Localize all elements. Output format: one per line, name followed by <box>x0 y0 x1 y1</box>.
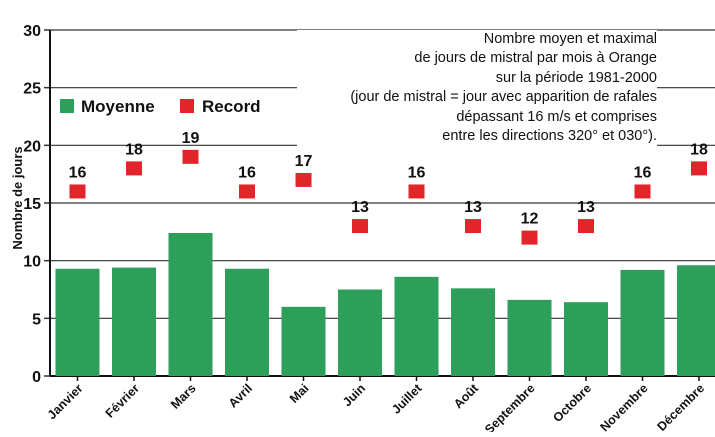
legend-label-moyenne: Moyenne <box>81 97 155 116</box>
record-value-label: 13 <box>464 199 482 216</box>
bar-moyenne <box>225 268 269 376</box>
y-tick-label: 15 <box>23 196 41 213</box>
bar-moyenne <box>620 269 665 376</box>
chart-note: Nombre moyen et maximal de jours de mist… <box>297 30 657 147</box>
record-value-label: 18 <box>125 141 143 158</box>
record-value-label: 16 <box>69 164 87 181</box>
legend-swatch-record <box>180 99 194 113</box>
record-value-label: 16 <box>634 164 652 181</box>
x-tick-label: Juillet <box>389 381 425 417</box>
legend-swatch-moyenne <box>60 99 74 113</box>
bar-moyenne <box>112 267 156 376</box>
x-tick-label: Janvier <box>45 381 86 422</box>
marker-record <box>69 184 86 199</box>
note-line: entre les directions 320° et 030°). <box>442 128 657 145</box>
x-tick-label: Mai <box>287 381 312 406</box>
x-tick-label: Novembre <box>597 381 650 432</box>
marker-record <box>691 161 707 176</box>
bar-moyenne <box>338 289 382 376</box>
x-tick-label: Juin <box>340 381 368 409</box>
bar-moyenne <box>55 268 100 376</box>
marker-record <box>126 161 142 176</box>
marker-record <box>634 184 651 199</box>
legend-label-record: Record <box>202 97 261 116</box>
record-value-label: 16 <box>238 164 256 181</box>
record-value-label: 19 <box>182 130 200 147</box>
bar-moyenne <box>451 288 495 376</box>
marker-record <box>578 219 594 234</box>
x-tick-label: Août <box>451 381 482 412</box>
marker-record <box>465 219 481 234</box>
y-tick-label: 0 <box>32 369 41 386</box>
y-axis-label: Nombre de jours <box>10 146 25 249</box>
bar-moyenne <box>677 265 715 376</box>
note-line: Nombre moyen et maximal <box>483 31 657 47</box>
note-line: dépassant 16 m/s et comprises <box>456 108 657 125</box>
record-value-label: 12 <box>521 211 539 228</box>
marker-record <box>352 219 368 234</box>
bar-moyenne <box>168 232 213 376</box>
y-tick-label: 10 <box>23 254 41 271</box>
y-tick-label: 20 <box>23 138 41 155</box>
x-tick-label: Septembre <box>482 381 538 432</box>
marker-record <box>295 172 312 187</box>
record-value-label: 18 <box>690 141 708 158</box>
bar-moyenne <box>507 299 552 376</box>
y-tick-label: 30 <box>23 23 41 40</box>
record-value-label: 13 <box>351 199 369 216</box>
bar-moyenne <box>564 302 608 376</box>
note-line: (jour de mistral = jour avec apparition … <box>350 89 657 106</box>
record-value-label: 13 <box>577 199 595 216</box>
marker-record <box>408 184 425 199</box>
bar-moyenne <box>394 276 439 376</box>
x-tick-label: Mars <box>168 381 199 412</box>
y-tick-label: 25 <box>23 81 41 98</box>
x-tick-label: Avril <box>226 381 255 410</box>
x-tick-label: Décembre <box>654 381 707 432</box>
x-tick-label: Octobre <box>550 381 594 425</box>
marker-record <box>521 230 538 245</box>
note-line: sur la période 1981-2000 <box>495 69 657 86</box>
y-tick-label: 5 <box>32 311 41 328</box>
marker-record <box>182 149 199 164</box>
bar-moyenne <box>281 306 326 376</box>
record-value-label: 16 <box>408 164 426 181</box>
record-value-label: 17 <box>295 153 313 170</box>
note-line: de jours de mistral par mois à Orange <box>414 50 657 67</box>
x-tick-label: Février <box>103 381 142 420</box>
marker-record <box>239 184 255 199</box>
